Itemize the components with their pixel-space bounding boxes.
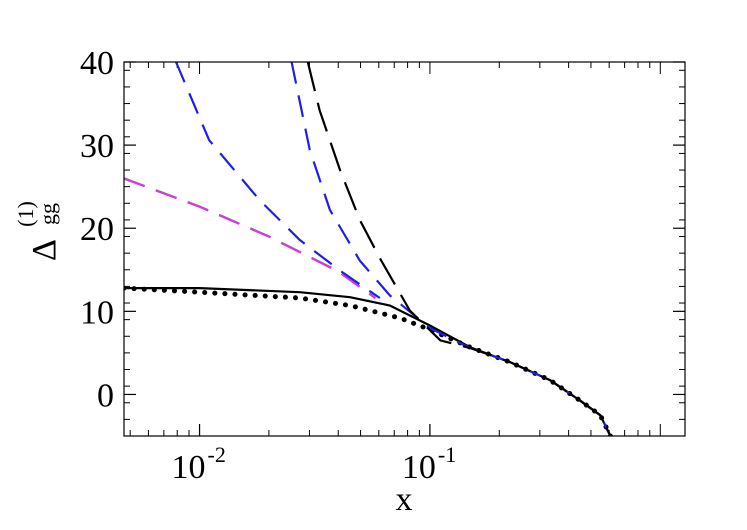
series-line bbox=[124, 177, 377, 299]
series-line bbox=[124, 285, 613, 436]
y-tick-label: 0 bbox=[97, 377, 114, 414]
y-tick-label: 10 bbox=[80, 294, 114, 331]
x-tick-label: 10 bbox=[172, 449, 206, 486]
plot-frame bbox=[123, 61, 686, 437]
y-axis-label-sub: gg bbox=[35, 203, 60, 225]
x-tick-exponent: -1 bbox=[438, 442, 456, 467]
y-axis-label-sup: (1) bbox=[13, 201, 38, 227]
y-tick-label: 20 bbox=[80, 211, 114, 248]
x-axis-label: x bbox=[396, 481, 413, 518]
x-tick-label: 10 bbox=[402, 449, 436, 486]
series-line bbox=[306, 62, 612, 436]
series-line bbox=[124, 177, 377, 299]
x-tick-base: 10 bbox=[402, 449, 436, 486]
series-line bbox=[290, 62, 612, 436]
series-line bbox=[174, 62, 381, 299]
y-tick-label: 40 bbox=[80, 45, 114, 82]
x-tick-exponent: -2 bbox=[208, 442, 226, 467]
y-tick-label: 30 bbox=[80, 128, 114, 165]
plot-lines bbox=[124, 62, 613, 436]
x-tick-base: 10 bbox=[172, 449, 206, 486]
y-axis-label-main: Δ bbox=[26, 239, 63, 261]
y-axis-label: Δ gg (1) bbox=[13, 201, 63, 261]
